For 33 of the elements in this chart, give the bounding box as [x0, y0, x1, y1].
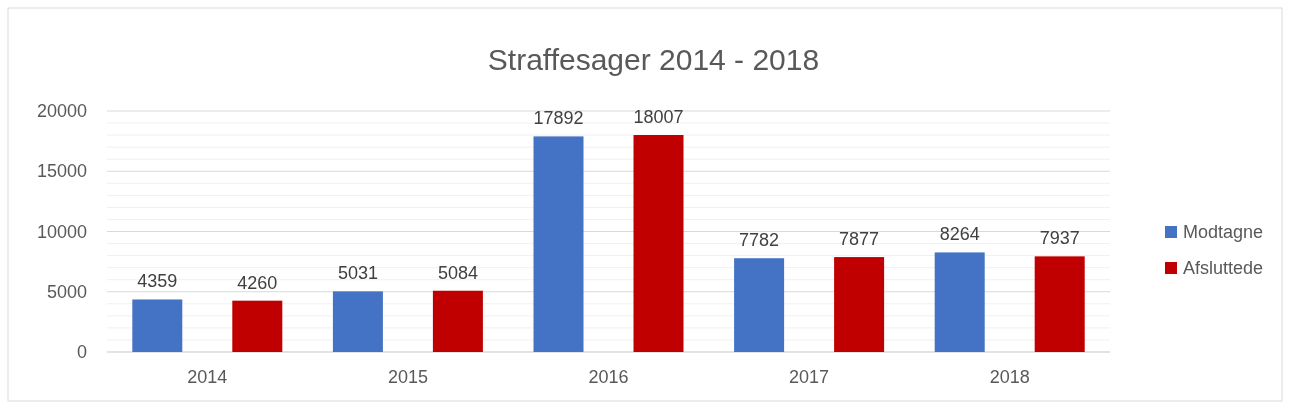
bar — [734, 258, 785, 352]
data-label: 7937 — [1039, 228, 1080, 249]
data-label: 7877 — [839, 229, 880, 250]
data-label: 18007 — [633, 107, 684, 128]
bar — [533, 136, 584, 352]
x-tick-label: 2015 — [387, 367, 428, 387]
bar — [934, 252, 985, 352]
x-tick-label: 2018 — [989, 367, 1030, 387]
bar — [1034, 256, 1085, 352]
bar — [232, 300, 283, 352]
y-tick-label: 10000 — [36, 221, 87, 242]
y-tick-label: 20000 — [36, 101, 87, 121]
data-label: 7782 — [739, 230, 780, 251]
x-tick-label: 2014 — [187, 367, 228, 387]
bar — [633, 135, 684, 352]
bar — [432, 290, 483, 352]
x-tick-label: 2016 — [588, 367, 629, 387]
data-label: 4260 — [237, 272, 278, 293]
bar — [834, 257, 885, 352]
y-tick-label: 15000 — [36, 161, 87, 182]
bar — [132, 299, 183, 352]
bar — [332, 291, 383, 352]
y-tick-label: 0 — [76, 342, 87, 362]
x-tick-label: 2017 — [789, 367, 830, 387]
y-tick-label: 5000 — [46, 281, 87, 302]
legend-label: Modtagne — [1183, 222, 1264, 242]
data-label: 4359 — [137, 271, 178, 292]
data-label: 5084 — [437, 262, 478, 283]
chart-title: Straffesager 2014 - 2018 — [487, 43, 820, 76]
data-label: 5031 — [337, 263, 378, 284]
data-label: 17892 — [533, 108, 584, 129]
legend-label: Afsluttede — [1183, 258, 1264, 278]
data-label: 8264 — [939, 224, 980, 245]
